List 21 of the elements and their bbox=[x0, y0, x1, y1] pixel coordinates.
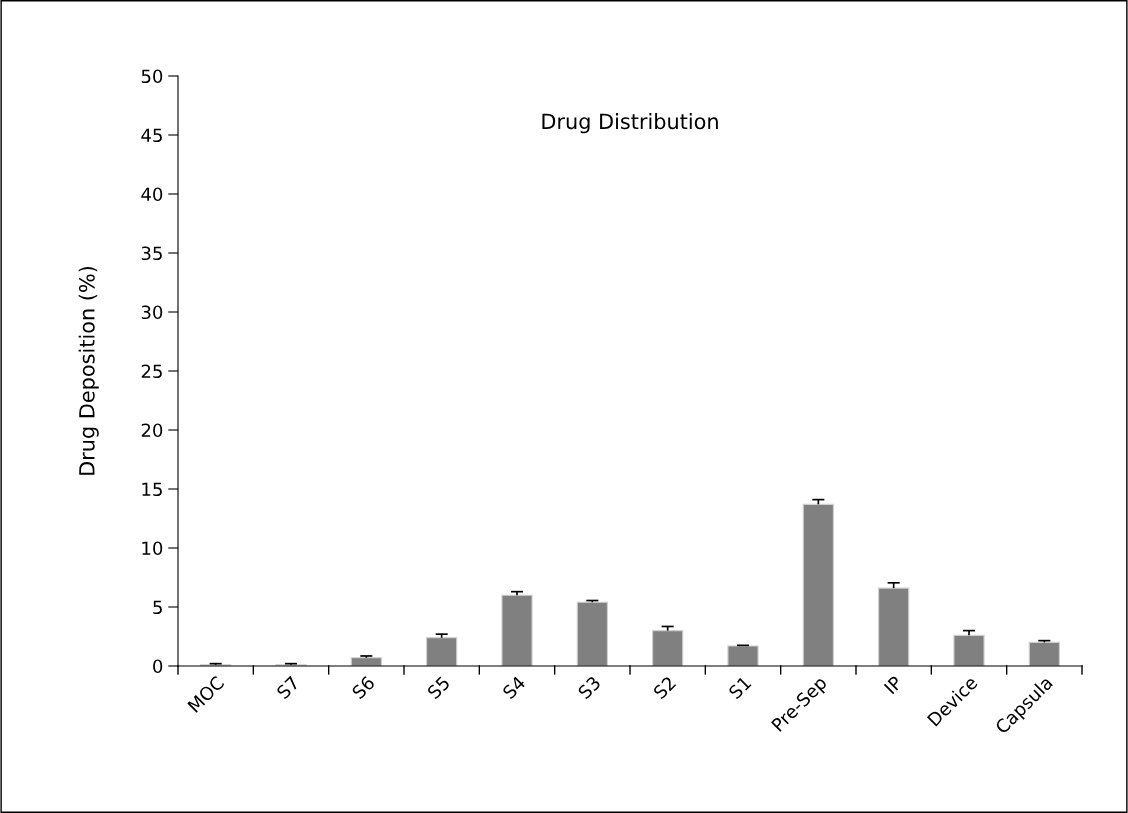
y-tick-label: 20 bbox=[141, 423, 163, 438]
x-tick-label: S2 bbox=[652, 675, 677, 700]
y-tick-label: 5 bbox=[153, 600, 162, 615]
y-tick-label: 0 bbox=[153, 659, 163, 674]
x-tick-label: S3 bbox=[577, 675, 602, 700]
y-tick-label: 40 bbox=[141, 187, 163, 202]
text: Drug Distribution bbox=[542, 113, 718, 134]
y-tick-label: 50 bbox=[141, 69, 163, 84]
x-tick-label: S6 bbox=[351, 675, 376, 700]
y-tick-label: 25 bbox=[141, 364, 162, 379]
y-tick-label: 45 bbox=[141, 128, 162, 143]
y-tick-label: 35 bbox=[141, 246, 162, 261]
x-tick-label: S5 bbox=[426, 675, 451, 700]
y-axis-title: Drug Deposition (%) bbox=[78, 266, 99, 475]
y-tick-label: 15 bbox=[142, 482, 162, 497]
y-tick-label: 30 bbox=[141, 305, 163, 320]
x-tick-label: S4 bbox=[501, 675, 527, 700]
y-tick-label: 10 bbox=[142, 541, 163, 556]
x-tick-label: S1 bbox=[727, 675, 752, 700]
x-tick-label: IP bbox=[883, 675, 903, 695]
x-tick-label: S7 bbox=[275, 675, 300, 700]
